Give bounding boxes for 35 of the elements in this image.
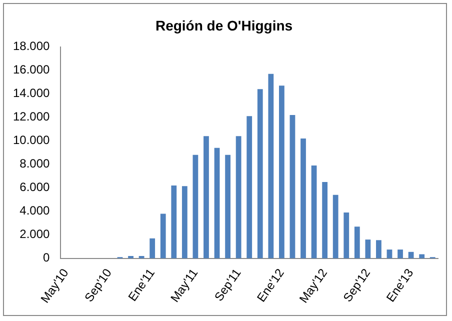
bar: [311, 166, 317, 258]
bar: [365, 240, 371, 258]
bar: [354, 226, 360, 258]
bar: [236, 136, 242, 258]
bar: [376, 240, 382, 258]
y-tick-label: 8.000: [20, 156, 50, 171]
bar: [322, 182, 328, 258]
y-tick-label: 12.000: [13, 110, 50, 124]
y-tick-label: 14.000: [13, 86, 50, 100]
bar: [192, 154, 198, 258]
bar: [204, 136, 209, 258]
bar: [257, 89, 263, 258]
y-tick-label: 0: [43, 250, 50, 265]
y-tick-label: 4.000: [20, 204, 50, 218]
bar: [278, 86, 284, 258]
bar: [214, 148, 220, 258]
y-tick-label: 18.000: [13, 39, 50, 54]
bar: [225, 154, 230, 258]
bar: [344, 212, 350, 258]
bar: [398, 250, 403, 258]
bar: [419, 254, 425, 258]
y-tick-label: 10.000: [13, 133, 50, 148]
bar: [268, 74, 274, 258]
bar: [332, 194, 338, 258]
bar: [300, 138, 306, 258]
bar: [160, 214, 166, 258]
bar: [171, 185, 177, 258]
bar: [290, 114, 296, 258]
bar: [182, 186, 188, 258]
bar: [246, 116, 252, 258]
bar: [150, 238, 156, 258]
y-tick-label: 6.000: [20, 180, 50, 194]
y-tick-label: 16.000: [13, 62, 50, 77]
chart-title: Región de O'Higgins: [155, 17, 293, 34]
y-tick-label: 2.000: [20, 227, 50, 242]
